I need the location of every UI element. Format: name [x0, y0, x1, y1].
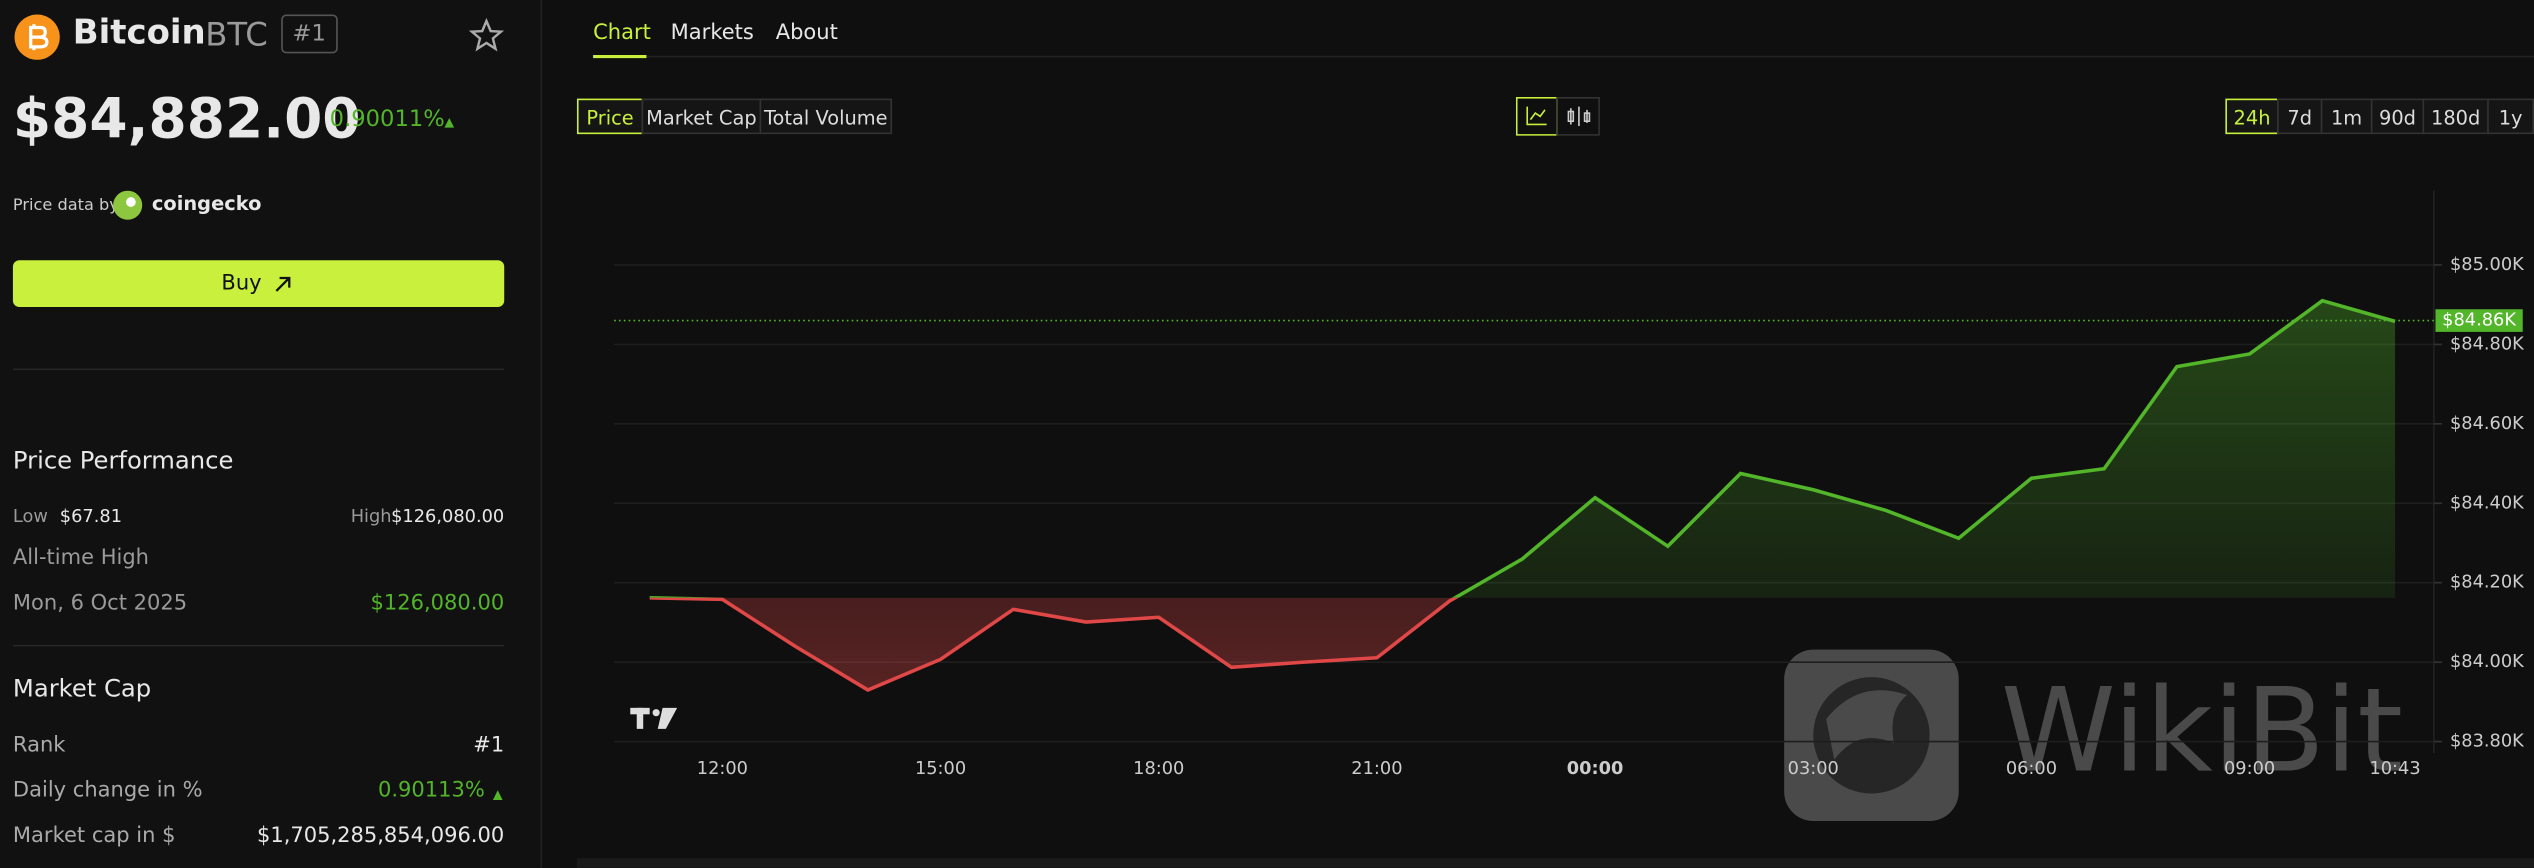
- label: Daily change in %: [12, 778, 203, 804]
- line-down: [649, 597, 1459, 692]
- tab[interactable]: Markets: [670, 21, 754, 46]
- price-change: 0.90011%: [329, 106, 445, 133]
- y-tick-label: $84.60K: [2450, 414, 2525, 434]
- buy-label[interactable]: Buy: [221, 271, 262, 296]
- range-button[interactable]: 1y: [2487, 98, 2534, 135]
- y-tick-label: $84.40K: [2450, 493, 2525, 513]
- y-tick-label: $84.80K: [2450, 334, 2525, 354]
- asset-symbol: BTC: [205, 14, 268, 54]
- line-up: [649, 298, 2396, 598]
- value: $126,080.00: [391, 505, 505, 527]
- tv-logo: [630, 707, 678, 729]
- x-tick-label: 21:00: [1351, 759, 1402, 779]
- tab[interactable]: Chart: [593, 21, 651, 46]
- x-tick-label: 03:00: [1788, 759, 1839, 779]
- up-arrow: [444, 117, 455, 128]
- separator: [12, 368, 505, 371]
- asset-rank: #1: [281, 14, 338, 54]
- x-tick-label: 00:00: [1567, 759, 1624, 779]
- section-title: Market Cap: [12, 673, 152, 704]
- value: 0.90113%: [377, 778, 485, 804]
- range-button[interactable]: 1m: [2320, 98, 2373, 135]
- y-tick-label: $83.80K: [2450, 732, 2525, 752]
- x-tick-label: 18:00: [1133, 759, 1184, 779]
- y-tick-label: $85.00K: [2450, 255, 2525, 275]
- range-button[interactable]: 180d: [2422, 98, 2489, 135]
- source-name[interactable]: coingecko: [151, 192, 262, 215]
- label: Market cap in $: [12, 824, 176, 849]
- asset-name: Bitcoin: [72, 12, 206, 52]
- source-prefix: Price data by: [12, 197, 119, 215]
- buy-button[interactable]: [12, 260, 505, 308]
- x-tick-label: 06:00: [2006, 759, 2057, 779]
- value: $126,080.00: [370, 591, 505, 616]
- up-arrow: [492, 790, 503, 800]
- separator: [12, 644, 505, 647]
- watermark-logo: [1784, 649, 1959, 821]
- value: #1: [473, 733, 505, 758]
- price: $84,882.00: [12, 87, 361, 152]
- metric-button[interactable]: Market Cap: [641, 98, 762, 135]
- tab[interactable]: About: [775, 21, 838, 46]
- value: $67.81: [59, 505, 123, 527]
- range-button[interactable]: 7d: [2277, 98, 2323, 135]
- range-button[interactable]: 90d: [2370, 98, 2425, 135]
- value: $1,705,285,854,096.00: [256, 824, 505, 849]
- favorite-star[interactable]: [468, 17, 505, 54]
- watermark: WikiBit: [2001, 663, 2403, 798]
- metric-button[interactable]: Price: [576, 98, 644, 135]
- coin-icon: [14, 14, 60, 60]
- area-up: [1455, 300, 2396, 598]
- x-tick-label: 09:00: [2224, 759, 2275, 779]
- range-button[interactable]: 24h: [2225, 98, 2279, 135]
- label: Low: [12, 505, 48, 527]
- x-tick-label: 15:00: [915, 759, 966, 779]
- x-tick-label: 10:43: [2369, 759, 2420, 779]
- y-tick-label: $84.20K: [2450, 573, 2525, 593]
- last-price-label: $84.86K: [2442, 311, 2517, 331]
- sidebar-bg: [0, 0, 542, 868]
- buy-arrow: [275, 276, 291, 292]
- metric-button[interactable]: Total Volume: [759, 98, 893, 135]
- label: Mon, 6 Oct 2025: [12, 591, 188, 616]
- label: Rank: [12, 733, 66, 758]
- y-tick-label: $84.00K: [2450, 652, 2525, 672]
- label: All-time High: [12, 546, 150, 571]
- section-title: Price Performance: [12, 446, 234, 476]
- bottom-bar: [576, 858, 2534, 868]
- label: High: [350, 505, 392, 527]
- x-tick-label: 12:00: [697, 759, 748, 779]
- source-logo: [113, 190, 143, 220]
- last-price-box: [2435, 309, 2523, 332]
- chart-style-toggle[interactable]: [1515, 96, 1600, 136]
